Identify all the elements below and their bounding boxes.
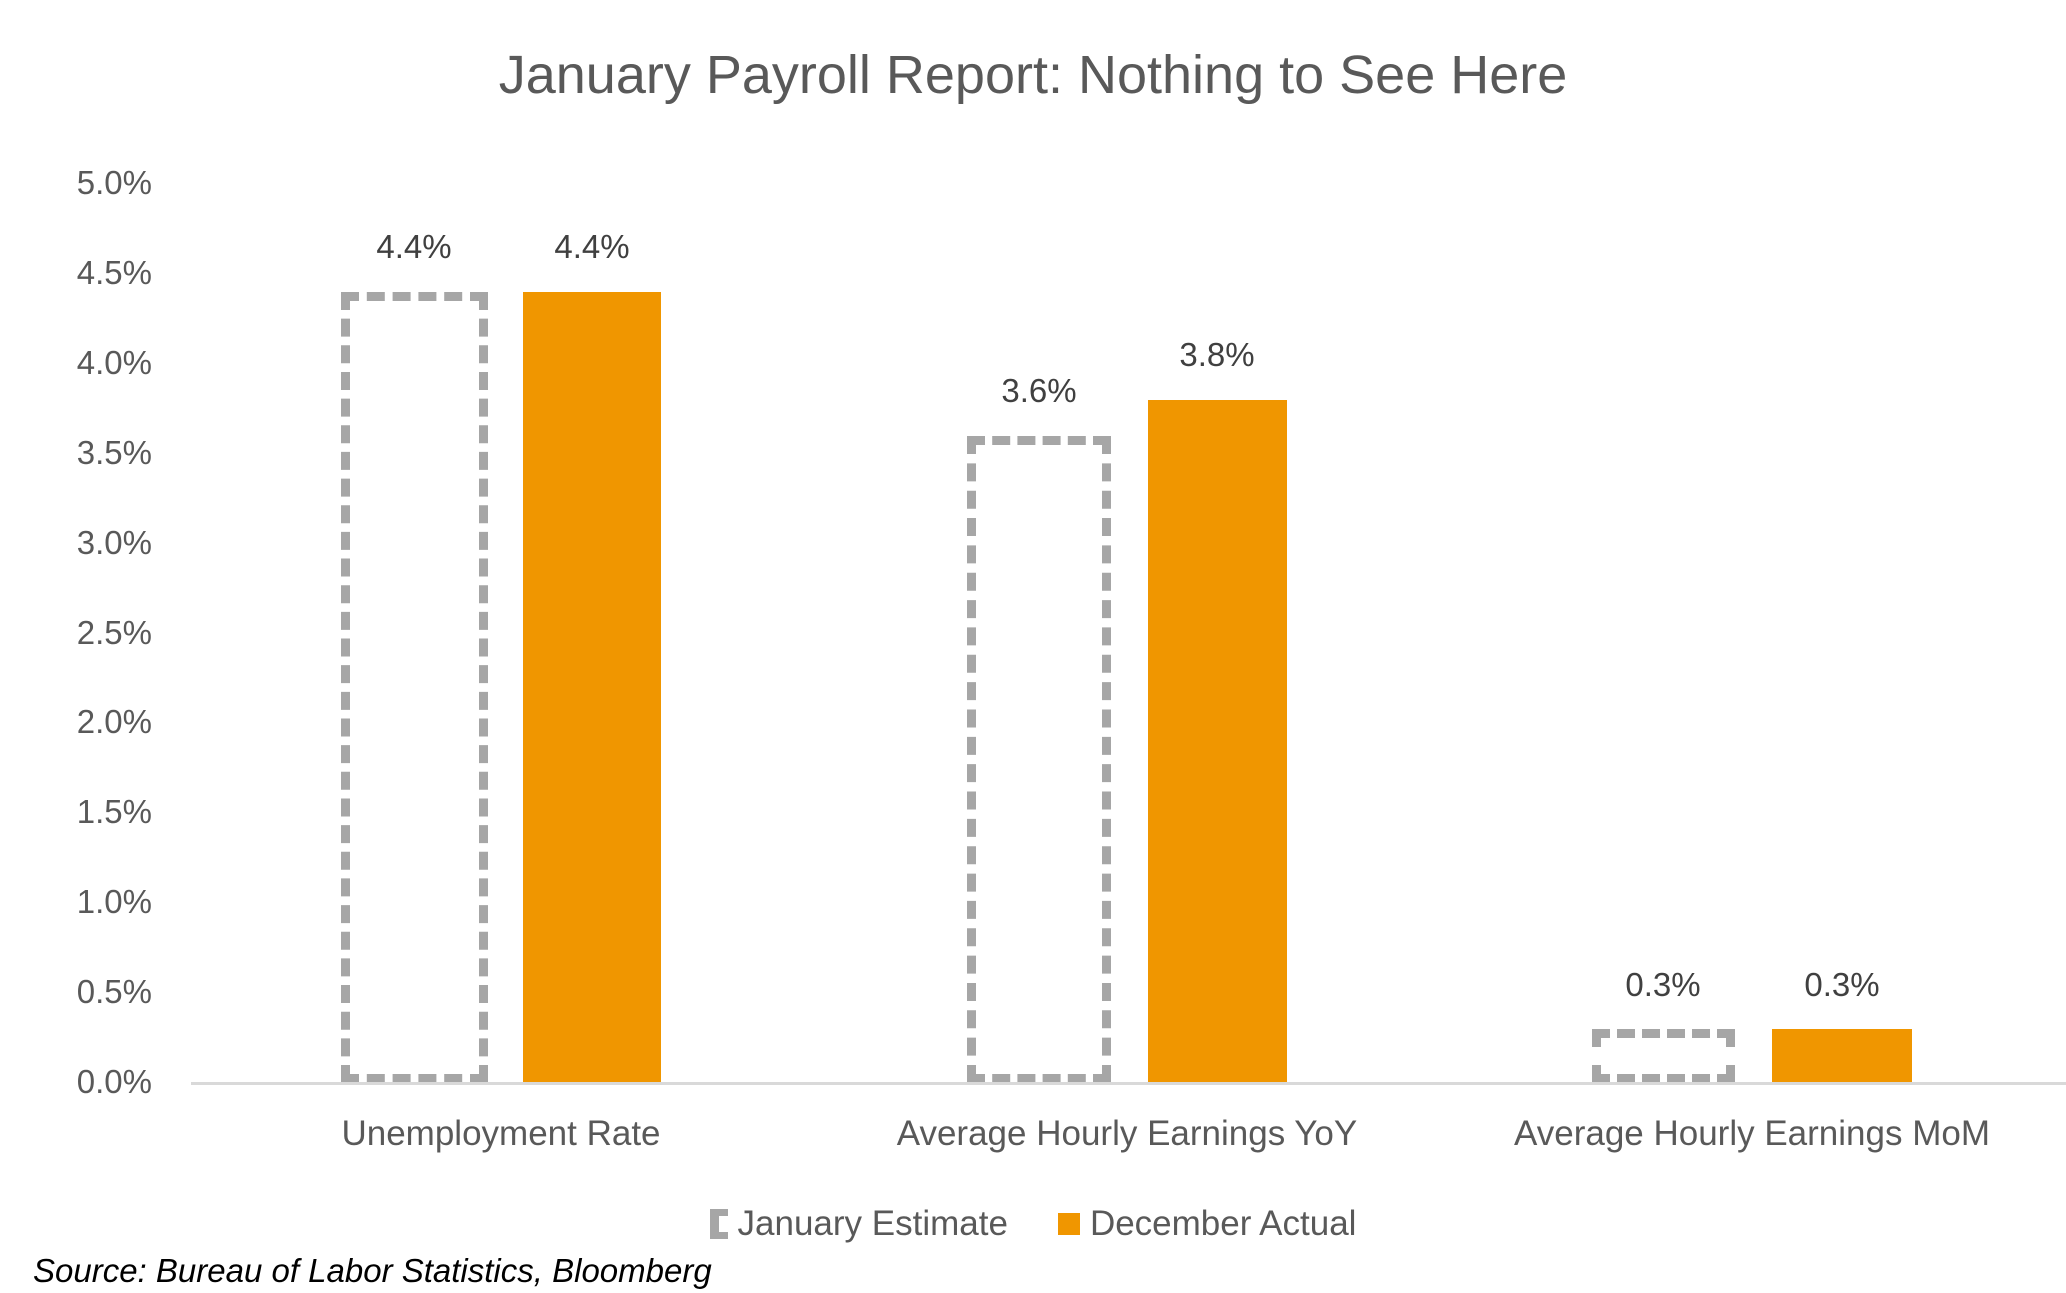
dashed-swatch-icon	[709, 1209, 728, 1239]
data-label-jan-ahe-mom: 0.3%	[1625, 966, 1701, 1003]
legend: January Estimate December Actual	[0, 1204, 2066, 1244]
y-tick-label: 1.0%	[76, 883, 152, 920]
chart-title: January Payroll Report: Nothing to See H…	[498, 45, 1568, 105]
y-tick-label: 2.5%	[76, 614, 152, 651]
legend-item-december-actual: December Actual	[1057, 1204, 1357, 1244]
bar-december-actual-ahe-yoy	[1148, 400, 1287, 1083]
legend-label: December Actual	[1089, 1204, 1357, 1243]
bar-january-estimate-ahe-yoy	[967, 436, 1111, 1083]
data-label-dec-unemployment: 4.4%	[554, 228, 630, 265]
solid-swatch-icon	[1057, 1213, 1080, 1235]
data-label-jan-ahe-yoy: 3.6%	[1001, 372, 1077, 409]
category-label: Average Hourly Earnings YoY	[896, 1114, 1358, 1153]
bar-january-estimate-ahe-mom	[1592, 1029, 1735, 1083]
category-label: Unemployment Rate	[341, 1114, 661, 1153]
y-tick-label: 2.0%	[76, 703, 152, 740]
source-note: Source: Bureau of Labor Statistics, Bloo…	[33, 1252, 712, 1289]
legend-item-january-estimate: January Estimate	[709, 1204, 1008, 1244]
y-tick-label: 4.5%	[76, 254, 152, 291]
y-tick-label: 0.5%	[76, 973, 152, 1010]
y-tick-label: 3.0%	[76, 524, 152, 561]
y-tick-label: 1.5%	[76, 793, 152, 830]
data-label-dec-ahe-mom: 0.3%	[1804, 966, 1880, 1003]
y-tick-label: 5.0%	[76, 164, 152, 201]
bar-january-estimate-unemployment	[341, 292, 488, 1083]
y-tick-label: 0.0%	[76, 1063, 152, 1100]
x-axis-line	[191, 1082, 2066, 1085]
data-label-dec-ahe-yoy: 3.8%	[1179, 336, 1255, 373]
bar-december-actual-unemployment	[523, 292, 661, 1083]
data-label-jan-unemployment: 4.4%	[376, 228, 452, 265]
y-tick-label: 4.0%	[76, 344, 152, 381]
bar-december-actual-ahe-mom	[1772, 1029, 1912, 1083]
category-label: Average Hourly Earnings MoM	[1514, 1114, 1990, 1153]
legend-label: January Estimate	[737, 1204, 1008, 1243]
y-tick-label: 3.5%	[76, 434, 152, 471]
